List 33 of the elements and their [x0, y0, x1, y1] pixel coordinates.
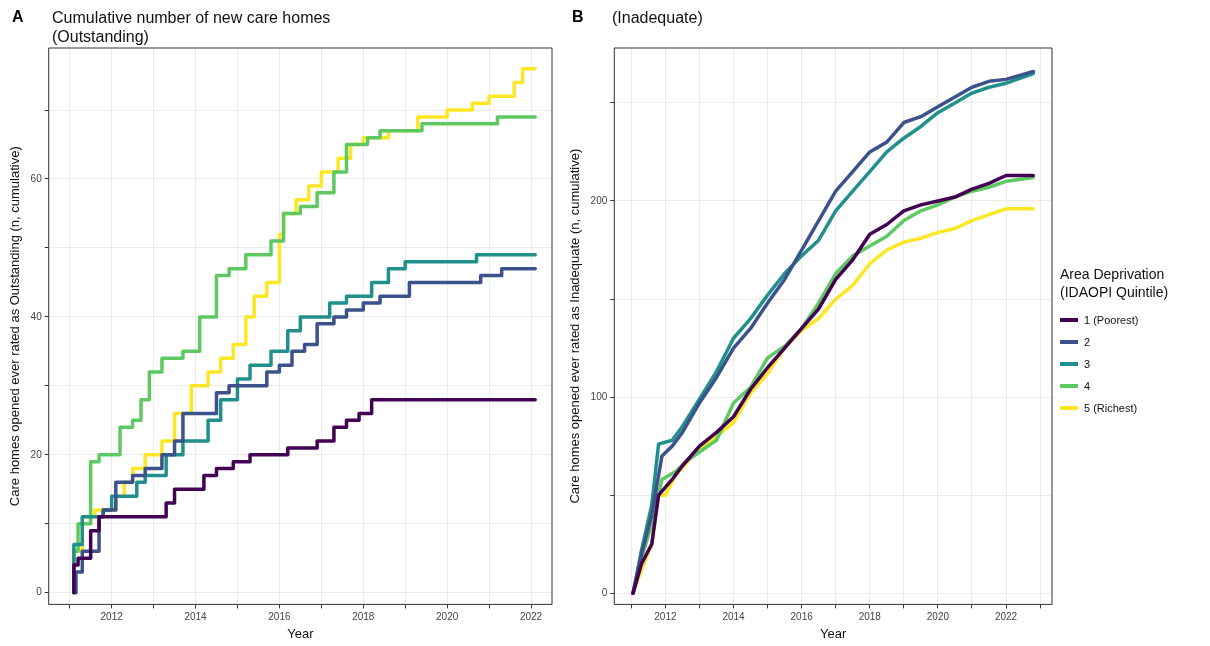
text: B — [572, 8, 584, 26]
x-tick-label: 2020 — [926, 611, 950, 623]
y-tick-label: 100 — [590, 390, 608, 402]
x-tick-label: 2020 — [436, 611, 459, 623]
x-tick-label: 2014 — [722, 611, 746, 623]
y-tick-label: 20 — [30, 448, 43, 460]
y-tick-label: 60 — [30, 172, 43, 184]
legend-label: 4 — [1084, 380, 1091, 392]
y-tick-label: 40 — [30, 310, 43, 322]
legend-label: 3 — [1084, 358, 1091, 370]
x-tick-label: 2012 — [654, 611, 677, 623]
y-tick-label: 0 — [36, 586, 43, 598]
x-tick-label: 2018 — [858, 611, 882, 623]
y-tick-label: 0 — [601, 586, 608, 598]
x-axis-title: Year — [287, 625, 315, 641]
chart-title: Cumulative number of new care homes (Outstanding) — [52, 8, 331, 46]
x-tick-label: 2018 — [352, 611, 375, 623]
legend-title: Area Deprivation (IDAOPI Quintile) — [1060, 265, 1169, 301]
chart-title: (Inadequate) — [612, 8, 703, 27]
x-tick-label: 2022 — [994, 611, 1018, 623]
y-axis-title: Care homes opened ever rated as Inadequate (n, cumulative) — [567, 148, 583, 504]
y-axis-title: Care homes opened ever rated as Outstanding (n, cumulative) — [7, 146, 23, 507]
x-tick-label: 2016 — [790, 611, 814, 623]
y-tick-label: 200 — [590, 194, 608, 206]
legend-label: 5 (Richest) — [1084, 402, 1138, 414]
x-tick-label: 2016 — [268, 611, 291, 623]
legend-label: 2 — [1084, 336, 1091, 348]
x-tick-label: 2012 — [100, 611, 124, 623]
text: A — [12, 8, 24, 26]
x-axis-title: Year — [820, 625, 847, 641]
legend-label: 1 (Poorest) — [1084, 314, 1139, 326]
x-tick-label: 2022 — [519, 611, 543, 623]
x-tick-label: 2014 — [184, 611, 208, 623]
